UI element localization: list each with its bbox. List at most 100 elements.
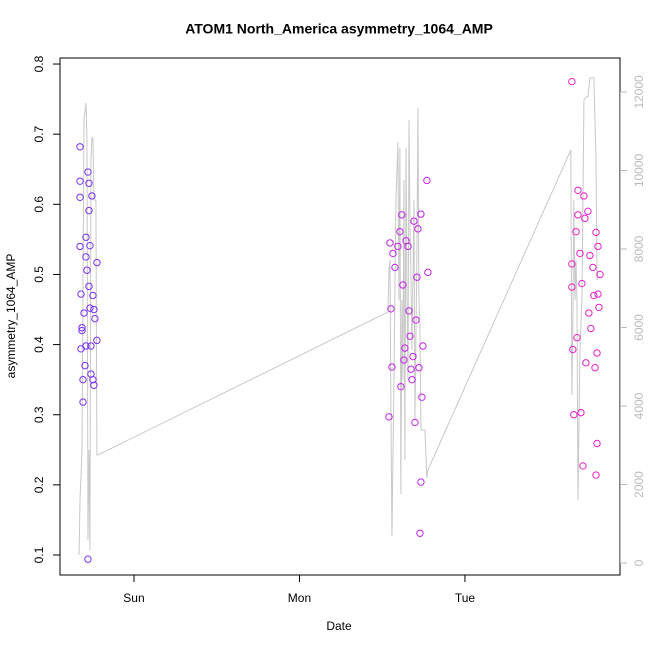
point — [416, 529, 424, 537]
point — [576, 249, 584, 258]
y-tick-label: 0.7 — [32, 126, 46, 143]
y-tick-label: 0.5 — [32, 266, 46, 283]
point — [415, 364, 423, 372]
point — [419, 342, 427, 350]
point — [417, 478, 425, 486]
point — [569, 345, 577, 354]
point — [84, 168, 92, 176]
y-tick-label: 0.4 — [32, 336, 46, 353]
point — [396, 227, 404, 236]
x-tick-label: Tue — [455, 591, 476, 605]
point — [414, 225, 422, 233]
y-tick-label: 0.8 — [32, 55, 46, 72]
point — [90, 381, 98, 389]
point — [89, 375, 97, 384]
point — [401, 344, 409, 352]
point — [591, 364, 599, 372]
point — [76, 143, 84, 151]
point — [76, 242, 84, 251]
point — [577, 408, 585, 417]
point — [413, 273, 421, 281]
point — [80, 309, 88, 317]
point — [88, 192, 96, 200]
point — [411, 418, 419, 427]
y-tick-label: 0.3 — [32, 406, 46, 423]
point — [423, 176, 431, 185]
point — [81, 361, 89, 370]
point — [412, 316, 420, 324]
point — [82, 233, 90, 241]
point — [585, 309, 593, 317]
point — [399, 281, 407, 289]
point — [85, 179, 93, 187]
point — [587, 324, 595, 333]
point — [581, 214, 589, 223]
y-tick-label: 0.1 — [32, 546, 46, 563]
point — [82, 342, 90, 350]
point — [386, 239, 394, 247]
point — [82, 253, 90, 261]
point — [84, 555, 92, 563]
point — [574, 211, 582, 219]
point — [586, 251, 594, 260]
point — [568, 283, 576, 291]
point — [593, 349, 601, 357]
y2-tick-label: 6000 — [632, 314, 646, 341]
point — [579, 462, 587, 470]
point — [78, 324, 86, 332]
point — [570, 411, 578, 419]
point — [388, 363, 396, 371]
point — [574, 186, 582, 194]
point — [589, 263, 597, 272]
point — [91, 314, 99, 323]
point — [400, 356, 408, 364]
point — [77, 290, 85, 298]
point — [76, 177, 84, 185]
point — [391, 263, 399, 272]
point — [86, 241, 94, 250]
point — [417, 210, 425, 218]
point — [568, 77, 576, 86]
point — [590, 291, 598, 300]
point — [572, 227, 580, 236]
point — [389, 249, 397, 258]
point — [85, 282, 93, 291]
point — [409, 352, 417, 361]
point — [578, 279, 586, 288]
point — [410, 217, 418, 225]
point — [418, 393, 426, 401]
point — [582, 359, 590, 367]
point — [79, 398, 87, 406]
point — [76, 193, 84, 201]
point — [93, 336, 101, 345]
point — [387, 305, 395, 313]
point — [424, 268, 432, 277]
point — [408, 375, 416, 384]
point — [594, 242, 602, 251]
point — [405, 307, 413, 315]
point — [406, 332, 414, 340]
point — [592, 471, 600, 479]
point — [87, 342, 95, 350]
point — [592, 228, 600, 237]
point — [573, 333, 581, 342]
point — [397, 382, 405, 391]
point — [595, 303, 603, 312]
point — [596, 270, 604, 279]
y2-tick-label: 2000 — [632, 471, 646, 498]
y2-tick-label: 4000 — [632, 392, 646, 419]
point — [594, 290, 602, 298]
point — [86, 304, 94, 312]
point — [93, 258, 101, 267]
y2-tick-label: 0 — [632, 559, 646, 566]
point — [385, 413, 393, 421]
x-tick-label: Sun — [123, 591, 144, 605]
x-axis-label: Date — [326, 619, 352, 633]
y2-tick-label: 8000 — [632, 235, 646, 262]
point — [83, 266, 91, 274]
x-tick-label: Mon — [288, 591, 311, 605]
point — [85, 206, 93, 215]
point — [90, 305, 98, 314]
